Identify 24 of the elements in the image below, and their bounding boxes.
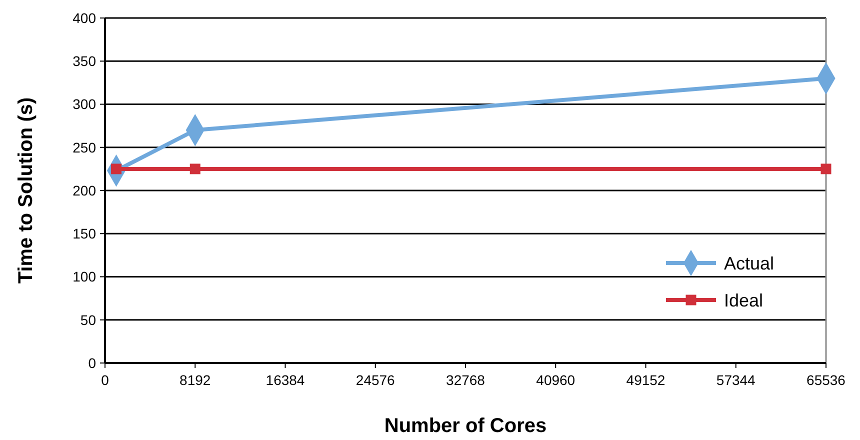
x-tick-label: 49152 <box>626 372 666 388</box>
x-tick-label: 24576 <box>356 372 396 388</box>
y-tick-label: 300 <box>72 96 96 112</box>
x-tick-label: 0 <box>101 372 110 388</box>
y-tick-label: 200 <box>72 182 96 198</box>
x-tick-label: 65536 <box>806 372 846 388</box>
x-tick-label: 16384 <box>266 372 305 388</box>
y-tick-label: 400 <box>72 10 96 26</box>
x-tick-label: 57344 <box>716 372 756 388</box>
y-tick-label: 0 <box>88 354 96 371</box>
y-axis-title: Time to Solution (s) <box>15 97 37 284</box>
y-tick-label: 50 <box>80 312 96 328</box>
legend-label: Ideal <box>724 290 764 310</box>
y-tick-label: 250 <box>72 139 96 156</box>
point <box>190 164 200 174</box>
x-tick-label: 32768 <box>446 372 486 388</box>
x-axis-title: Number of Cores <box>384 415 547 437</box>
point <box>820 164 832 174</box>
x-tick-label: 8192 <box>180 372 211 388</box>
x-tick-label: 40960 <box>536 372 576 388</box>
legend-label: Actual <box>724 253 774 274</box>
y-tick-label: 150 <box>72 226 96 242</box>
y-tick-label: 100 <box>72 268 96 285</box>
y-tick-label: 350 <box>72 53 96 70</box>
